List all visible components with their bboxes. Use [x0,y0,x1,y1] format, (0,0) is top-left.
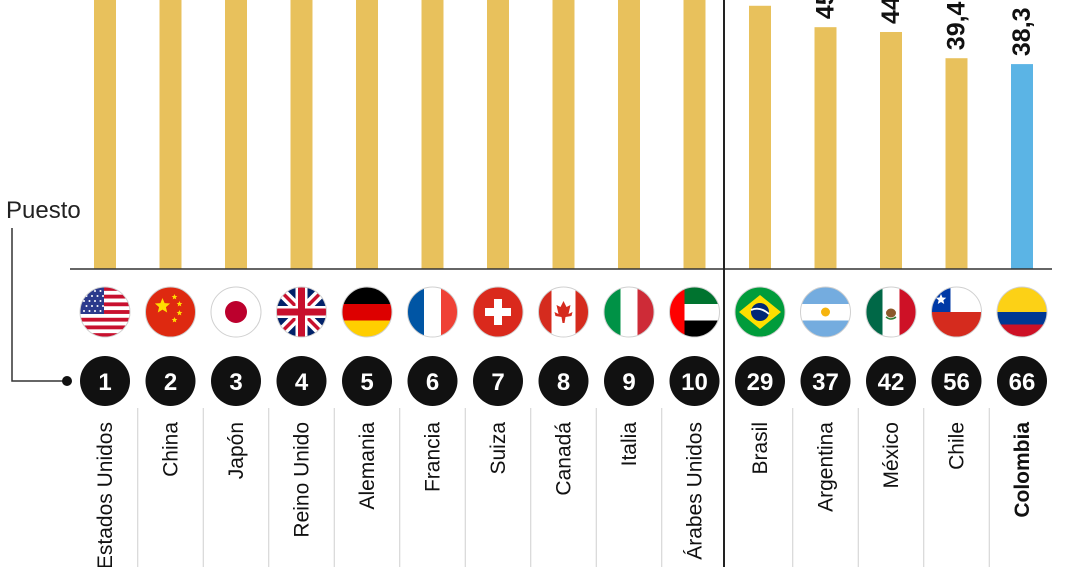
rank-badge-3: 3 [211,356,261,406]
bar-66 [1011,64,1033,269]
rank-number: 7 [491,369,504,396]
column-separators [137,408,990,567]
country-name-1: Estados Unidos [94,422,117,567]
bar-2 [159,0,182,269]
bar-37 [814,27,837,270]
country-names-layer: Estados Unidos China Japón Reino Unido Alema… [94,422,1034,567]
country-name-6: Francia [422,422,445,492]
country-name-8: Canadá [553,422,576,496]
bar-42 [880,31,902,270]
country-name-5: Alemania [356,422,379,510]
bar-3 [225,0,247,269]
rank-number: 6 [426,369,439,396]
brazil-flag-icon [734,286,786,338]
rank-badges-layer: 1 2 3 4 5 6 7 8 9 10 29 37 42 56 66 [80,356,1047,406]
country-name-29: Brasil [749,422,772,475]
rank-number: 5 [360,369,373,396]
rank-number: 3 [229,369,242,396]
france-flag-icon [407,286,458,338]
chile-flag-icon [931,286,982,338]
country-name-37: Argentina [815,422,838,512]
bar-8 [552,0,575,269]
value-label-42: 44,3 [877,0,905,24]
bar-4 [290,0,313,269]
rank-number: 2 [164,369,177,396]
rank-badge-4: 4 [276,356,327,406]
rank-number: 37 [812,369,839,396]
country-name-66: Colombia [1011,422,1034,518]
uae-flag-icon [669,286,720,338]
italy-flag-icon [603,286,655,338]
bar-1 [94,0,116,269]
japan-flag-icon [210,286,262,338]
rank-number: 29 [747,369,774,396]
flags-layer [79,286,1048,338]
canada-flag-icon [538,286,589,338]
bar-6 [421,0,444,269]
country-name-10: Árabes Unidos [684,422,707,560]
colombia-flag-icon [996,286,1048,338]
uk-flag-icon [276,286,327,338]
bar-10 [683,0,706,269]
argentina-flag-icon [800,286,851,338]
rank-number: 4 [295,369,309,396]
mexico-flag-icon [865,286,917,338]
country-name-4: Reino Unido [291,422,314,538]
bar-5 [356,0,378,269]
bars-layer: 6549,245,244,339,438,3 [94,0,1036,270]
china-flag-icon [145,286,196,338]
rank-badge-56: 56 [931,356,982,406]
rank-number: 10 [681,369,708,396]
rank-number: 1 [98,369,111,396]
rank-number: 8 [557,369,570,396]
country-name-7: Suiza [487,422,510,475]
country-name-3: Japón [225,422,248,479]
puesto-pointer: Puesto [6,197,81,386]
rank-badge-66: 66 [997,356,1047,406]
value-label-66: 38,3 [1008,7,1036,56]
puesto-label: Puesto [6,197,81,224]
switzerland-flag-icon [472,286,524,338]
rank-number: 42 [878,369,905,396]
rank-badge-9: 9 [604,356,654,406]
rank-number: 66 [1009,369,1036,396]
rank-badge-37: 37 [800,356,851,406]
bar-29 [749,5,771,270]
bar-7 [487,0,509,269]
bar-9 [618,0,640,269]
rank-badge-42: 42 [866,356,916,406]
country-name-2: China [160,422,183,477]
rank-badge-2: 2 [145,356,196,406]
bar-56 [945,58,968,270]
rank-badge-8: 8 [538,356,589,406]
us-flag-icon [79,286,131,338]
germany-flag-icon [341,286,393,338]
value-label-56: 39,4 [943,1,971,50]
country-name-9: Italia [618,422,641,467]
rank-badge-6: 6 [407,356,458,406]
rank-number: 9 [622,369,635,396]
country-name-42: México [880,422,903,489]
rank-badge-10: 10 [669,356,720,406]
rank-number: 56 [943,369,970,396]
rank-badge-5: 5 [342,356,392,406]
value-label-37: 45,2 [812,0,840,19]
rank-badge-1: 1 [80,356,130,406]
rank-badge-29: 29 [735,356,785,406]
country-name-56: Chile [946,422,969,470]
rank-badge-7: 7 [473,356,523,406]
